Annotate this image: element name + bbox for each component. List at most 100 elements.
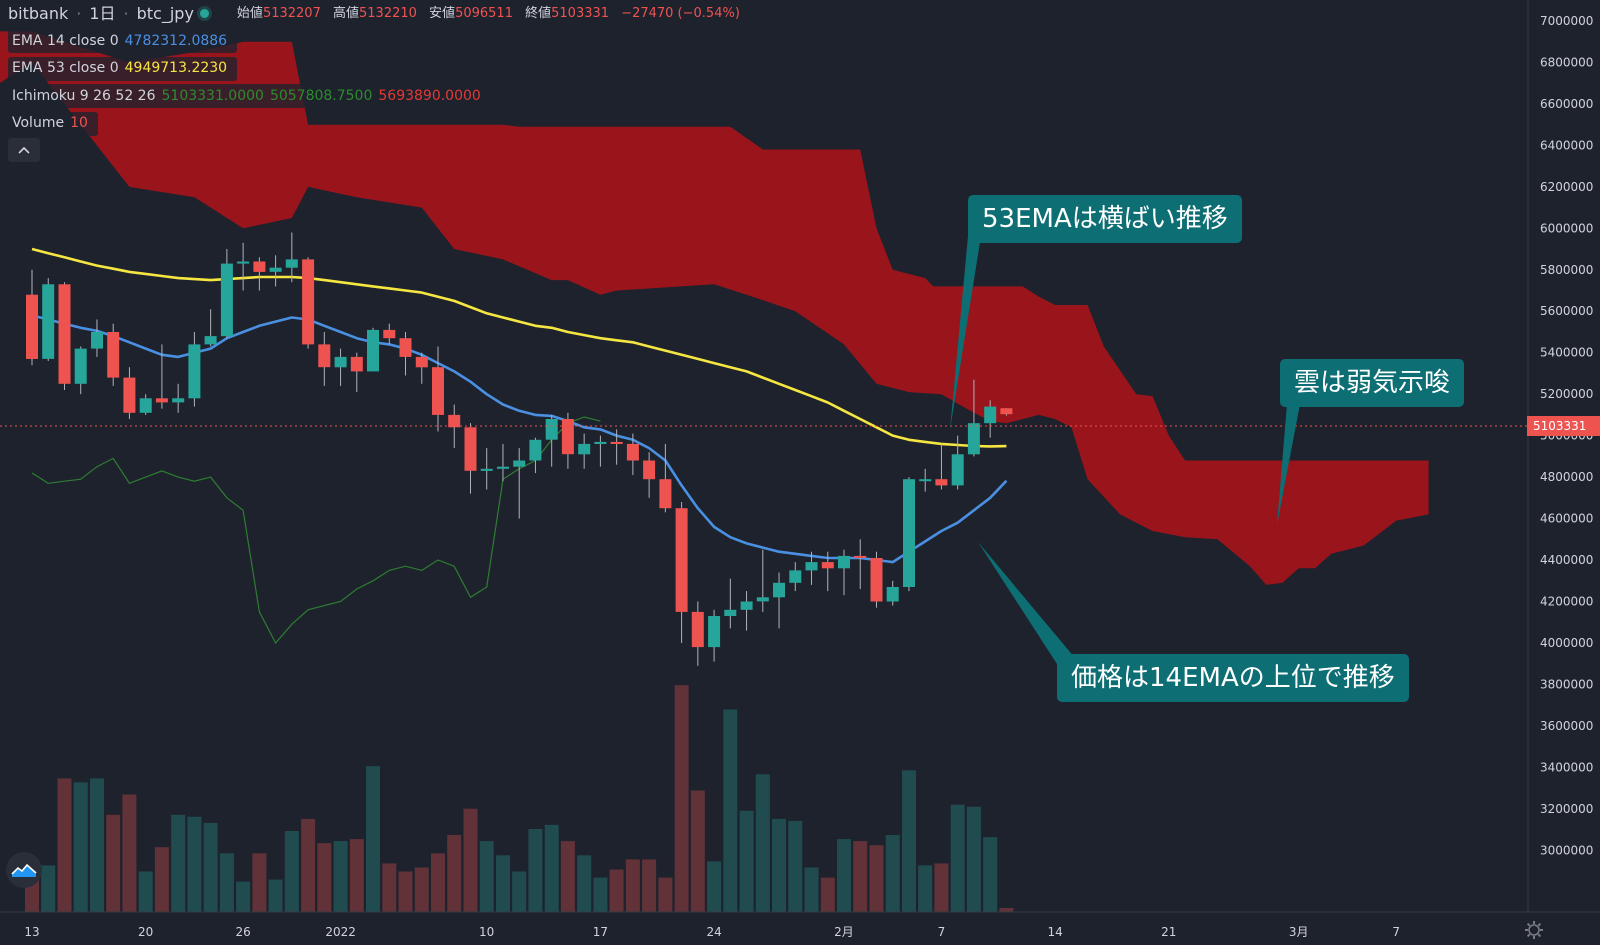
time-tick-label: 21: [1161, 925, 1176, 939]
volume-bar: [203, 822, 218, 912]
candle-body: [399, 338, 412, 357]
candle-body: [708, 616, 721, 648]
volume-bar: [918, 865, 933, 912]
volume-bar: [658, 877, 673, 912]
volume-bar: [966, 806, 981, 912]
ohlc-high-label: 高値: [332, 6, 359, 21]
time-tick-label: 14: [1047, 925, 1062, 939]
candle-body: [155, 398, 168, 403]
time-tick-label: 7: [938, 925, 946, 939]
volume-bar: [187, 816, 202, 912]
tradingview-logo-icon[interactable]: [6, 852, 42, 888]
cloud-note-pointer: [1277, 404, 1300, 525]
price-tick-label: 6200000: [1540, 180, 1593, 194]
price-tick-label: 5600000: [1540, 304, 1593, 318]
volume-bar: [57, 778, 72, 913]
candle-body: [464, 427, 477, 471]
price-tick-label: 6000000: [1540, 221, 1593, 235]
volume-bar: [593, 877, 608, 912]
candle-body: [172, 398, 185, 403]
gear-icon[interactable]: [1524, 920, 1544, 940]
volume-bar: [90, 778, 104, 913]
volume-bar: [479, 841, 494, 912]
price-tick-label: 4600000: [1540, 512, 1593, 526]
candle-body: [415, 356, 428, 368]
time-tick-label: 10: [479, 925, 494, 939]
legend-ichimoku[interactable]: Ichimoku 9 26 52 26 5103331.0000 5057808.7…: [8, 83, 748, 111]
chikou-span-line: [31, 416, 601, 645]
symbol-label[interactable]: btc_jpy: [136, 4, 194, 23]
time-axis: 13 20 26 2022 10 17 24 2月 7 14 21 3月 7: [24, 925, 1400, 939]
price-tick-label: 6400000: [1540, 138, 1593, 152]
legend-ema53[interactable]: EMA 53 close 0 4949713.2230: [8, 55, 748, 83]
candle-body: [821, 562, 834, 569]
volume-bar: [674, 685, 689, 912]
candle-body: [42, 284, 55, 359]
candle-body: [1000, 408, 1013, 415]
candle-body: [659, 479, 672, 509]
ohlc-values: 始値5132207 高値5132210 安値5096511 終値5103331 …: [237, 0, 748, 28]
volume-bar: [284, 831, 299, 912]
ohlc-open-value: 5132207: [262, 6, 321, 21]
candle-body: [789, 570, 802, 583]
ohlc-close-value: 5103331: [551, 6, 610, 21]
volume-bar: [333, 841, 348, 912]
time-tick-label: 24: [706, 925, 721, 939]
volume-bar: [642, 859, 657, 913]
collapse-legend-button[interactable]: [8, 138, 40, 162]
candle-body: [756, 597, 769, 602]
candle-body: [935, 479, 948, 486]
legend: bitbank · 1日 · btc_jpy 始値5132207 高値51322…: [8, 0, 748, 138]
candle-body: [350, 356, 363, 372]
candle-body: [594, 441, 607, 444]
volume-bar: [853, 841, 868, 912]
volume-bar: [544, 824, 559, 912]
volume-bar: [414, 867, 429, 913]
volume-bar: [609, 869, 624, 912]
last-price-label: 5103331: [1527, 416, 1600, 436]
candle-body: [545, 419, 558, 440]
candle-body: [610, 441, 623, 444]
ema53-note-pointer: [950, 236, 981, 430]
volume-bar: [252, 853, 267, 912]
candle-body: [903, 479, 915, 587]
ema14-value: 4782312.0886: [124, 32, 228, 49]
candle-body: [675, 508, 688, 612]
price-tick-label: 6600000: [1540, 97, 1593, 111]
candle-body: [302, 259, 315, 345]
candle-body: [448, 414, 461, 428]
candle-body: [91, 332, 103, 349]
annotation-ema53[interactable]: 53EMAは横ばい推移: [968, 195, 1242, 243]
ichimoku-cloud: [0, 31, 1429, 585]
volume-bar: [902, 770, 916, 913]
legend-volume[interactable]: Volume 10: [8, 110, 748, 138]
candle-body: [984, 406, 997, 424]
time-tick-label: 2月: [834, 925, 854, 939]
candle-body: [188, 344, 201, 399]
interval-label[interactable]: 1日: [89, 4, 116, 23]
ema14-label: EMA 14 close 0: [12, 32, 119, 49]
volume-bar: [788, 820, 803, 912]
candle-body: [740, 601, 753, 610]
annotation-cloud[interactable]: 雲は弱気示唆: [1280, 359, 1465, 407]
legend-ema14[interactable]: EMA 14 close 0 4782312.0886: [8, 28, 748, 56]
candle-body: [773, 582, 785, 598]
candle-body: [74, 348, 87, 384]
ohlc-open-label: 始値: [236, 6, 263, 21]
time-tick-label: 3月: [1289, 925, 1309, 939]
volume-bar: [690, 790, 705, 912]
price-tick-label: 5400000: [1540, 346, 1593, 360]
ohlc-close-label: 終値: [525, 6, 552, 21]
candle-body: [285, 259, 298, 268]
candle-body: [626, 443, 639, 461]
ohlc-high-value: 5132210: [359, 6, 417, 21]
exchange-name[interactable]: bitbank: [8, 4, 69, 23]
volume-bar: [560, 841, 575, 912]
candle-body: [561, 419, 574, 455]
time-tick-label: 7: [1392, 925, 1400, 939]
candle-body: [967, 423, 980, 455]
annotation-ema14[interactable]: 価格は14EMAの上位で推移: [1057, 654, 1409, 702]
volume-bar: [398, 871, 413, 912]
volume-bar: [950, 804, 965, 912]
